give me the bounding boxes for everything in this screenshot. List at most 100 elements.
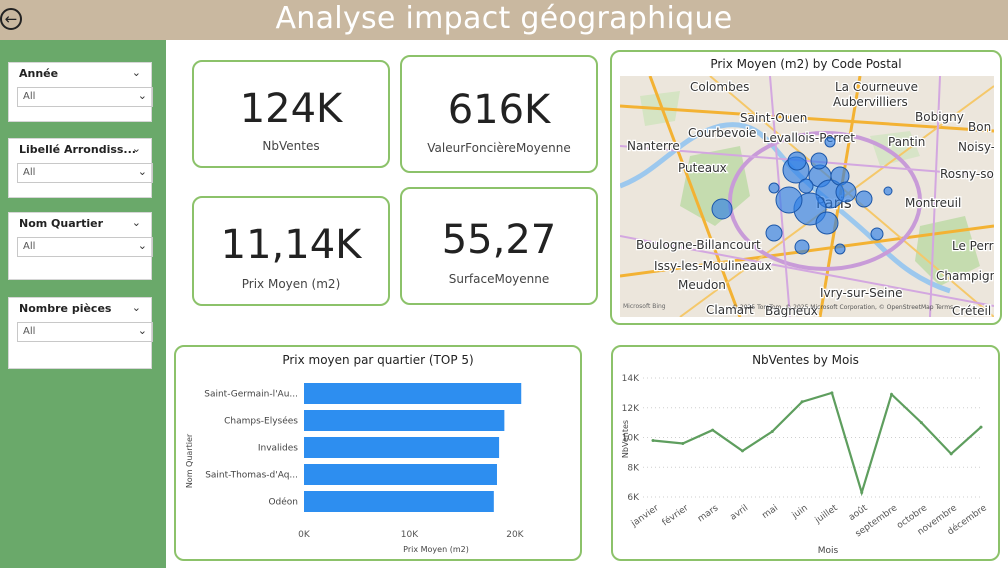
slicer-value: All [23,167,36,178]
map-bubble [798,178,814,194]
peripherique-ring [728,131,922,271]
map-label: Meudon [678,278,726,292]
map-label: Aubervilliers [833,95,908,109]
map-bubble [787,151,807,171]
map-label: Le Perr [952,239,994,253]
kpi-card-valeur-fonciere[interactable]: 616K ValeurFoncièreMoyenne [400,55,598,173]
slicer-nom-quartier[interactable]: Nom Quartier ⌄ All ⌄ [8,212,153,280]
x-tick-label: 20K [506,530,524,540]
y-tick-label: 10K [622,434,640,444]
bar-category-label: Champs-Elysées [224,416,298,427]
map-bubble [835,181,857,203]
map-label: Nanterre [627,139,680,153]
map-bubble [870,227,884,241]
chevron-down-icon: ⌄ [137,165,147,178]
x-tick-label: 10K [401,530,419,540]
bar-chart-svg: Saint-Germain-l'Au... Champs-Elysées Inval… [185,383,525,554]
map-label: Saint-Ouen [740,111,807,125]
map-label: Colombes [690,80,749,94]
x-axis-label: Prix Moyen (m2) [403,545,469,554]
line-point[interactable] [681,441,685,445]
bar[interactable] [304,491,494,512]
chevron-down-icon: ⌄ [137,324,147,337]
y-tick-label: 12K [622,404,640,414]
map-bubble [824,136,836,148]
line-chart-title: NbVentes by Mois [752,353,859,367]
bar[interactable] [304,437,500,458]
slicer-nombre-pieces[interactable]: Nombre pièces ⌄ All ⌄ [8,297,153,369]
slicer-title: Année [19,67,59,80]
map-label: Montreuil [905,196,961,210]
bar-category-label: Invalides [258,444,298,454]
x-tick-label: janvier [629,503,661,530]
map-bubble [810,152,828,170]
bar[interactable] [304,410,505,431]
x-tick-label: mars [696,503,721,524]
kpi-card-surface-moyenne[interactable]: 55,27 SurfaceMoyenne [400,187,598,305]
map-bubble [711,198,733,220]
chevron-down-icon: ⌄ [137,89,147,102]
kpi-card-nbventes[interactable]: 124K NbVentes [192,60,390,168]
slicer-title: Nom Quartier [19,217,103,230]
x-tick-label: juillet [813,503,840,526]
map-label: Pantin [888,135,925,149]
arrow-left-circle-icon[interactable]: ← [0,8,22,30]
line-point[interactable] [949,452,953,456]
chevron-down-icon[interactable]: ⌄ [131,216,141,229]
map-label: Clamart [706,303,754,317]
kpi-label: SurfaceMoyenne [448,272,550,286]
bar[interactable] [304,464,497,485]
line-point[interactable] [651,438,655,442]
line-point[interactable] [830,391,834,395]
slicer-dropdown[interactable]: All ⌄ [17,87,153,107]
map-bubble [883,186,893,196]
line-series[interactable] [652,391,982,497]
map-label: Issy-les-Moulineaux [654,259,772,273]
line-chart-card[interactable]: NbVentes by Mois 6K 8K 10K 12K 14K janvier fév… [611,345,1000,561]
x-tick-label: avril [728,503,750,522]
slicer-dropdown[interactable]: All ⌄ [17,322,153,342]
chevron-down-icon[interactable]: ⌄ [131,66,141,79]
line-point[interactable] [711,428,715,432]
bar-category-label: Odéon [268,497,298,508]
bar-category-label: Saint-Thomas-d'Aq... [205,471,298,481]
kpi-card-prix-moyen[interactable]: 11,14K Prix Moyen (m2) [192,196,390,306]
line-point[interactable] [740,449,744,453]
filter-sidebar: Année ⌄ All ⌄ Libellé Arrondiss... ⌄ All… [0,40,166,568]
map-canvas[interactable]: Colombes La Courneuve Aubervilliers Sain… [620,76,994,317]
x-axis-label: Mois [818,546,839,556]
map-bubble [834,243,846,255]
y-axis-label: Nom Quartier [185,433,194,488]
map-attribution[interactable]: © 2025 TomTom, © 2025 Microsoft Corporat… [732,304,953,311]
x-tick-label: 0K [298,530,311,540]
slicer-dropdown[interactable]: All ⌄ [17,163,153,183]
bar-chart-title: Prix moyen par quartier (TOP 5) [282,353,474,367]
map-label: Bobigny [915,110,964,124]
map-card[interactable]: Prix Moyen (m2) by Code Postal Colombes … [610,50,1002,325]
line-point[interactable] [770,430,774,434]
x-tick-label: juin [790,503,810,521]
bar-chart-card[interactable]: Prix moyen par quartier (TOP 5) Saint-Ge… [174,345,582,561]
x-tick-label: février [660,502,691,528]
slicer-libelle-arrondissement[interactable]: Libellé Arrondiss... ⌄ All ⌄ [8,138,153,198]
map-bubble [765,224,783,242]
bing-logo: Microsoft Bing [623,303,666,310]
line-point[interactable] [800,400,804,404]
line-point[interactable] [919,421,923,425]
map-label: Courbevoie [688,126,756,140]
kpi-label: ValeurFoncièreMoyenne [427,141,571,155]
map-label: Puteaux [678,161,727,175]
x-tick-label: août [847,503,870,523]
slicer-dropdown[interactable]: All ⌄ [17,237,153,257]
line-point[interactable] [860,491,864,495]
map-label: Bagneux [765,304,818,317]
line-point[interactable] [979,425,983,429]
slicer-annee[interactable]: Année ⌄ All ⌄ [8,62,153,122]
chevron-down-icon[interactable]: ⌄ [131,142,141,155]
line-point[interactable] [890,392,894,396]
chevron-down-icon[interactable]: ⌄ [131,301,141,314]
y-tick-label: 8K [627,463,640,473]
park-area [870,131,920,166]
page-title: Analyse impact géographique [275,1,733,36]
bar[interactable] [304,383,522,404]
